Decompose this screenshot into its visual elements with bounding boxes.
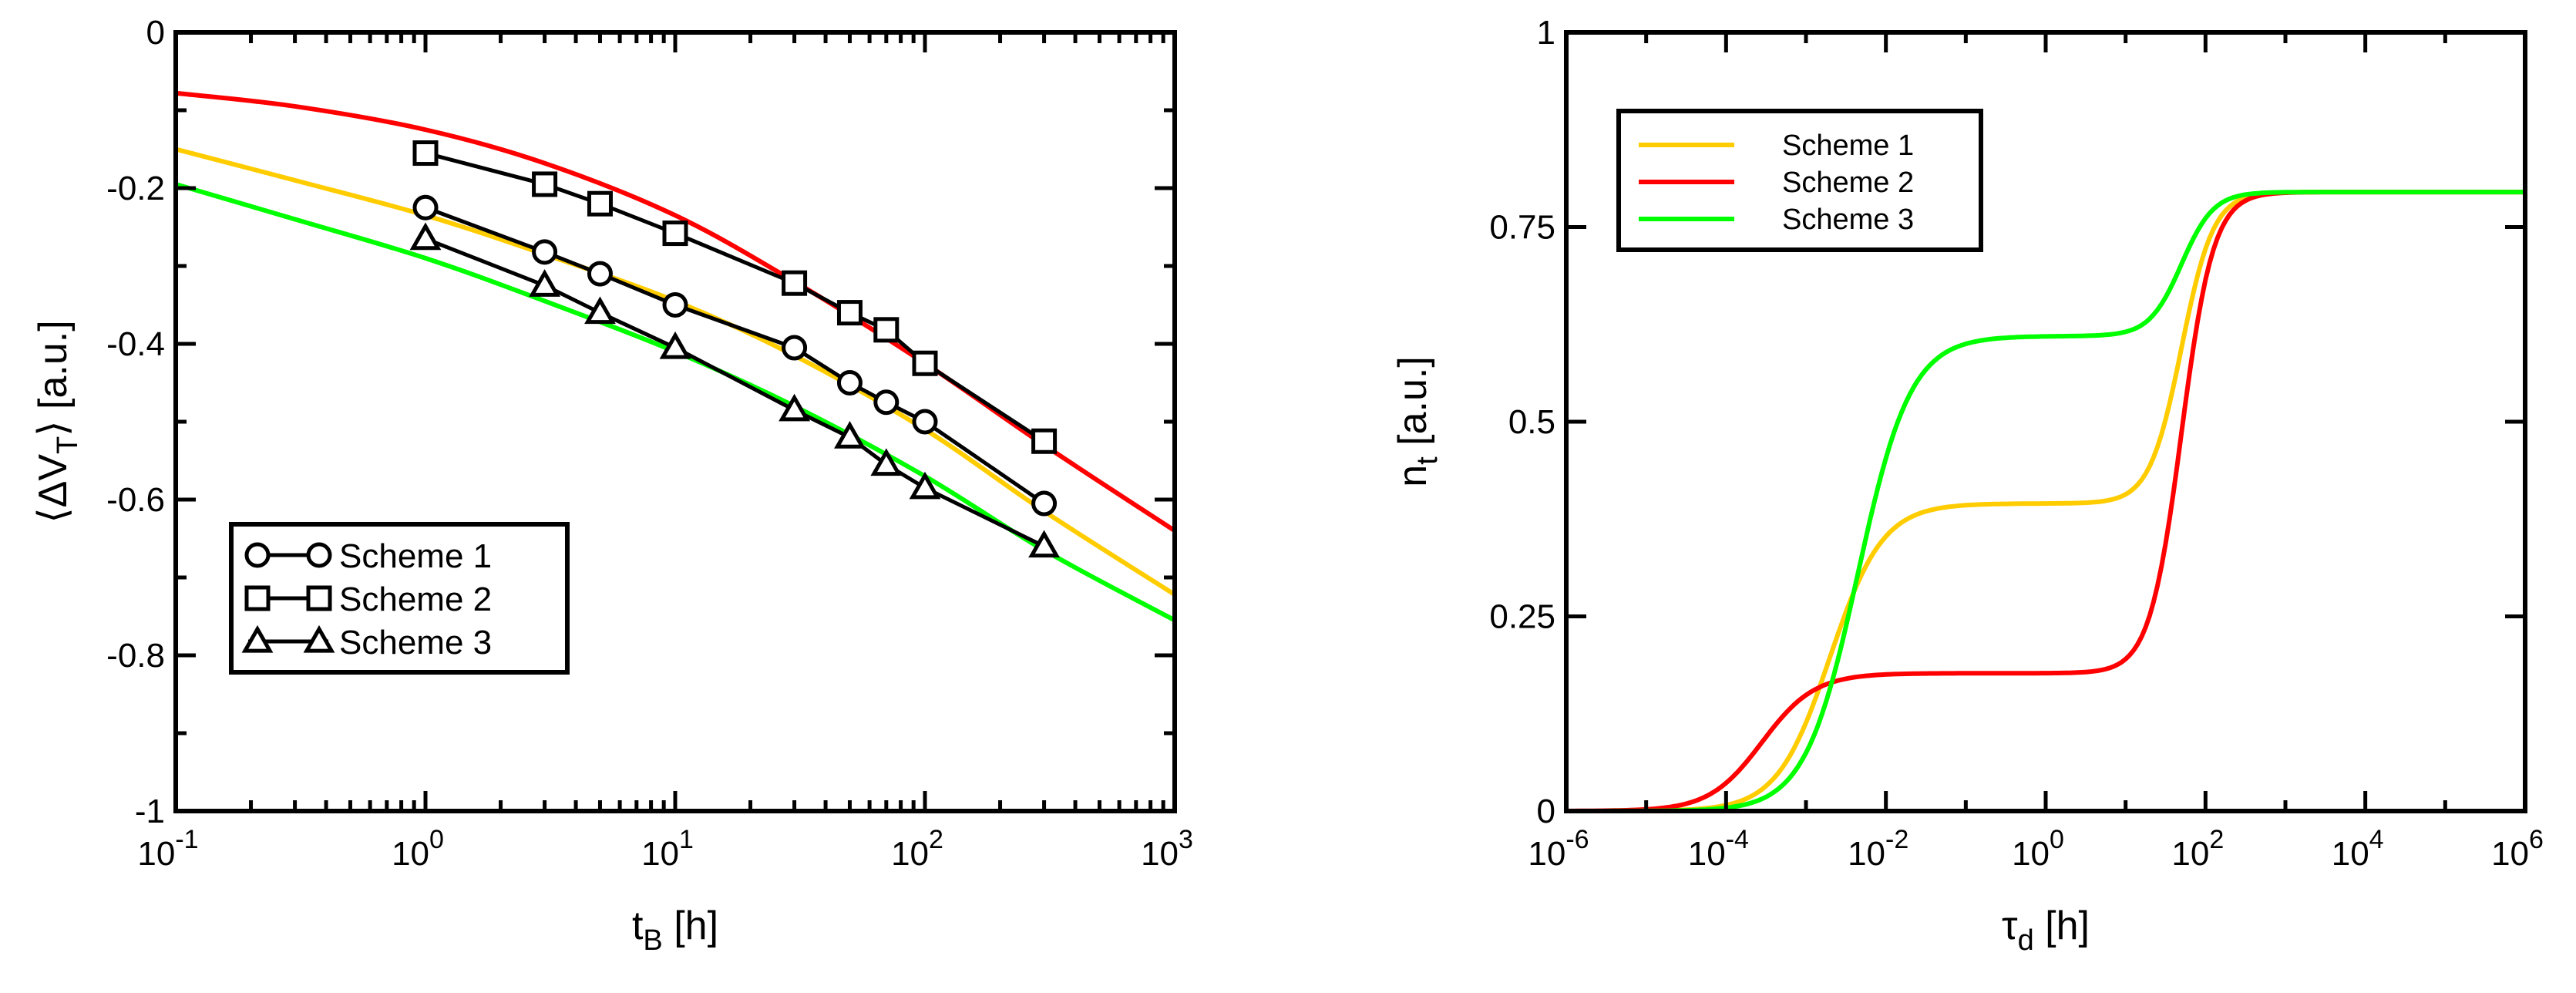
right-x-tick-labels: 10-6 10-4 10-2 100 102 104 106 — [1528, 825, 2544, 873]
circle-marker — [782, 335, 808, 361]
legend-label: Scheme 1 — [1782, 130, 1914, 162]
square-marker — [836, 300, 863, 326]
y-tick-label: 0.25 — [1489, 598, 1555, 636]
left-legend: Scheme 1 Scheme 2 Scheme 3 — [229, 522, 570, 675]
circle-marker — [306, 542, 332, 568]
triangle-marker — [529, 269, 560, 297]
left-y-tick-labels: -1 -0.8 -0.6 -0.4 -0.2 0 — [106, 14, 165, 830]
x-tick-label: 100 — [392, 825, 444, 873]
right-plot-frame — [1564, 30, 2527, 813]
right-x-axis-label: τd [h] — [2002, 904, 2090, 957]
x-tick-label: 10-1 — [137, 825, 198, 873]
square-marker — [662, 220, 688, 247]
triangle-marker — [870, 448, 903, 476]
triangle-marker — [779, 393, 810, 422]
square-marker — [244, 585, 271, 611]
legend-label: Scheme 2 — [1782, 167, 1914, 199]
right-y-axis-label: nt [a.u.] — [1391, 356, 1444, 487]
left-x-axis-label: tB [h] — [632, 904, 718, 957]
y-tick-label: 0 — [1537, 793, 1555, 830]
x-tick-label: 102 — [2171, 825, 2224, 873]
data-series-line — [425, 237, 1045, 548]
y-tick-label: -0.8 — [106, 637, 165, 675]
y-tick-label: 0.75 — [1489, 209, 1555, 247]
square-marker — [306, 585, 332, 611]
x-tick-label: 106 — [2491, 825, 2544, 873]
legend-label: Scheme 2 — [339, 581, 492, 618]
legend-label: Scheme 3 — [339, 624, 492, 661]
x-tick-label: 10-6 — [1528, 825, 1589, 873]
circle-marker — [662, 292, 688, 318]
x-tick-label: 103 — [1141, 825, 1193, 873]
right-y-tick-labels: 0 0.25 0.5 0.75 1 — [1489, 14, 1555, 830]
data-series-line — [425, 205, 1046, 506]
data-series-line — [425, 151, 1045, 443]
x-tick-label: 102 — [891, 825, 943, 873]
triangle-marker — [834, 421, 866, 449]
circle-marker — [532, 239, 558, 265]
square-marker — [412, 140, 439, 167]
right-model-curves — [1566, 190, 2525, 813]
triangle-marker — [909, 471, 941, 500]
square-marker — [873, 317, 900, 343]
circle-marker — [1031, 490, 1058, 517]
circle-marker — [587, 261, 613, 287]
circle-marker — [412, 194, 439, 220]
triangle-marker — [303, 624, 335, 653]
y-tick-label: -0.6 — [106, 481, 165, 519]
triangle-marker — [241, 624, 274, 653]
series-curve — [1566, 190, 2525, 813]
circle-marker — [873, 389, 900, 416]
y-tick-label: -1 — [135, 793, 165, 830]
circle-marker — [836, 370, 863, 396]
y-tick-label: -0.4 — [106, 325, 165, 363]
circle-marker — [912, 409, 938, 435]
legend-label: Scheme 3 — [1782, 204, 1914, 236]
x-tick-label: 104 — [2332, 825, 2384, 873]
triangle-marker — [584, 296, 616, 325]
model-curve — [175, 90, 1176, 533]
left-data-markers — [409, 140, 1060, 558]
left-chart: 10-1 100 101 102 103 -1 -0.8 -0.6 -0.4 -0.2 0 tB … — [31, 14, 1193, 957]
right-chart: 10-6 10-4 10-2 100 102 104 106 0 0.25 0.5 0.75 1 τ… — [1391, 14, 2544, 957]
x-tick-label: 100 — [2012, 825, 2064, 873]
square-marker — [782, 270, 808, 296]
triangle-marker — [409, 222, 442, 251]
circle-marker — [244, 542, 271, 568]
right-legend: Scheme 1 Scheme 2 Scheme 3 — [1616, 109, 1983, 252]
x-tick-label: 101 — [641, 825, 694, 873]
square-marker — [532, 171, 558, 197]
triangle-marker — [1028, 530, 1060, 558]
x-tick-label: 10-4 — [1688, 825, 1749, 873]
y-tick-label: 0.5 — [1508, 403, 1555, 441]
square-marker — [587, 190, 613, 217]
left-y-axis-label: ⟨ΔVT⟩ [a.u.] — [31, 320, 84, 523]
left-plot-frame — [173, 30, 1177, 813]
y-tick-label: 0 — [146, 14, 165, 52]
y-tick-label: 1 — [1537, 14, 1555, 52]
left-x-tick-labels: 10-1 100 101 102 103 — [137, 825, 1193, 873]
square-marker — [912, 350, 938, 376]
x-tick-label: 10-2 — [1848, 825, 1908, 873]
legend-label: Scheme 1 — [339, 537, 492, 575]
y-tick-label: -0.2 — [106, 170, 165, 207]
triangle-marker — [659, 331, 691, 359]
square-marker — [1031, 428, 1058, 454]
left-axis-ticks — [173, 30, 1177, 813]
